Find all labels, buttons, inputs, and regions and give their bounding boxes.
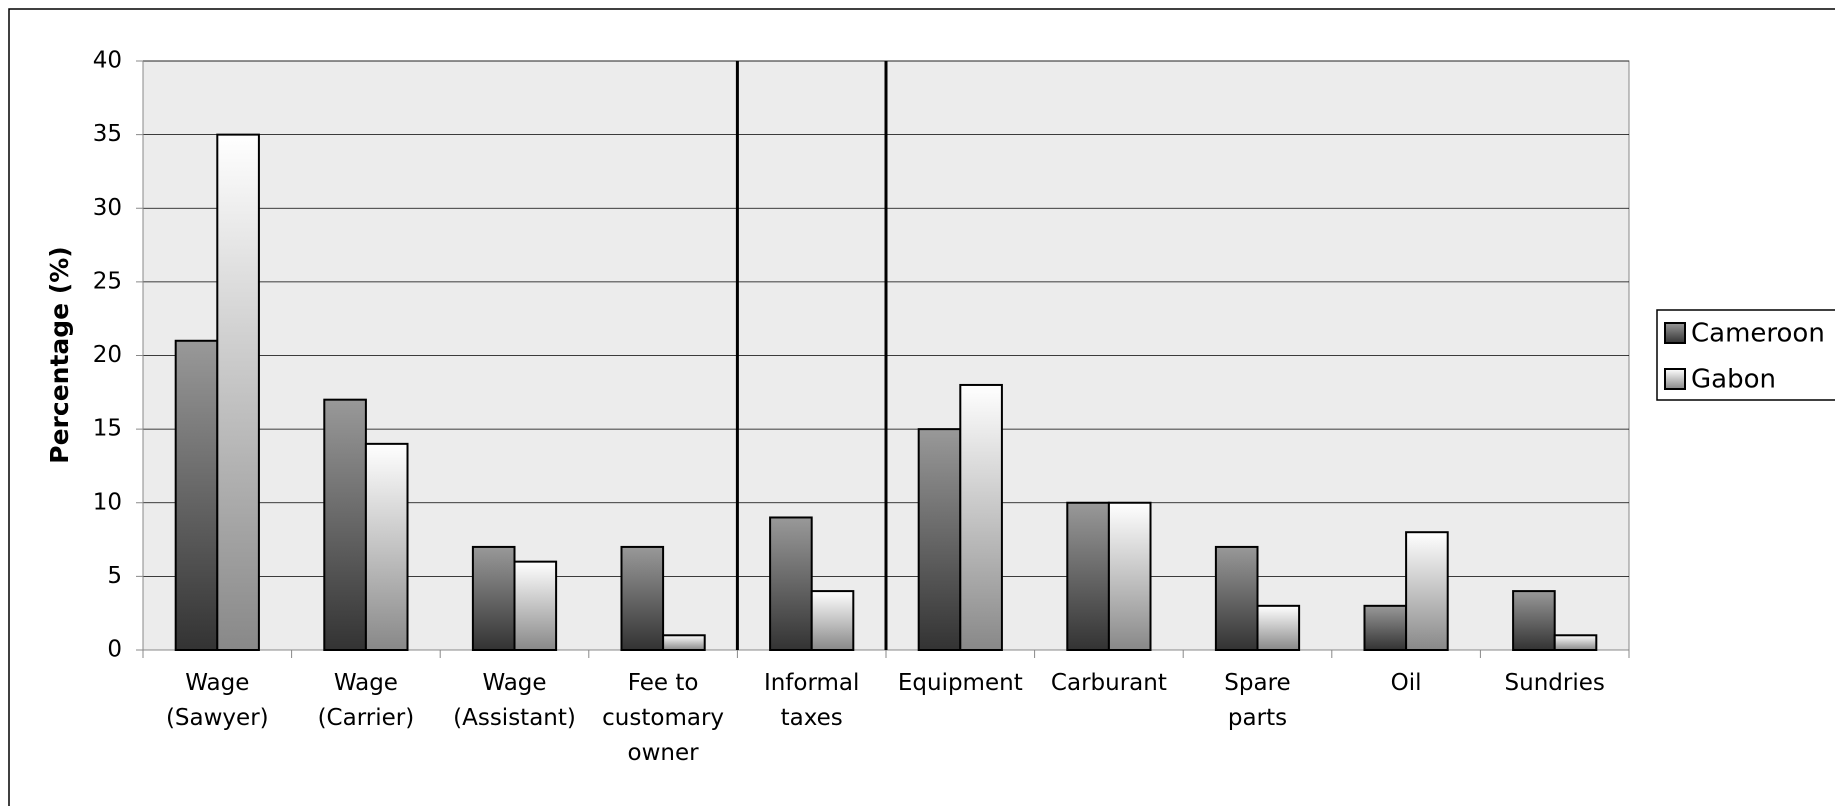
bar (810, 590, 855, 651)
bar (1512, 590, 1556, 651)
y-tick-label: 20 (93, 342, 122, 368)
bar (662, 634, 706, 652)
legend-label: Cameroon (1691, 319, 1825, 349)
y-tick-label: 35 (93, 121, 122, 147)
legend-swatch (1664, 322, 1686, 344)
bar (1107, 501, 1152, 651)
bar (1256, 604, 1301, 652)
y-tick-label: 5 (107, 563, 122, 589)
y-axis-title: Percentage (%) (45, 246, 74, 463)
x-tick-label: Oil (1390, 670, 1422, 696)
bar (1363, 604, 1408, 652)
bar (323, 398, 367, 651)
x-tick-label: Wage (Carrier) (317, 670, 415, 731)
bar (769, 516, 813, 651)
x-tick-label: Wage (Sawyer) (165, 670, 269, 731)
bar (959, 383, 1003, 651)
bar (216, 133, 260, 651)
legend-swatch (1664, 368, 1686, 390)
bar (1214, 545, 1259, 651)
bar (364, 442, 409, 651)
x-tick-label: Carburant (1050, 670, 1167, 696)
y-tick-label: 0 (107, 637, 122, 663)
bar (917, 428, 962, 651)
legend-label: Gabon (1691, 365, 1776, 395)
bar (1553, 634, 1598, 652)
y-tick-label: 10 (93, 489, 122, 515)
y-tick-label: 30 (93, 195, 122, 221)
bar (1066, 501, 1110, 651)
bar (1405, 531, 1449, 652)
bar (513, 560, 558, 652)
legend-box (1656, 309, 1835, 401)
x-tick-label: Spare parts (1224, 670, 1291, 731)
x-tick-label: Equipment (897, 670, 1023, 696)
bar (620, 545, 665, 651)
y-tick-label: 25 (93, 268, 122, 294)
bar (471, 545, 516, 651)
x-tick-label: Wage (Assistant) (453, 670, 576, 731)
x-tick-label: Informal taxes (763, 670, 860, 731)
y-tick-label: 40 (93, 48, 122, 74)
x-tick-label: Fee to customary owner (602, 670, 725, 766)
x-tick-label: Sundries (1504, 670, 1605, 696)
frame (8, 8, 1835, 806)
bar (174, 339, 219, 651)
y-tick-label: 15 (93, 416, 122, 442)
